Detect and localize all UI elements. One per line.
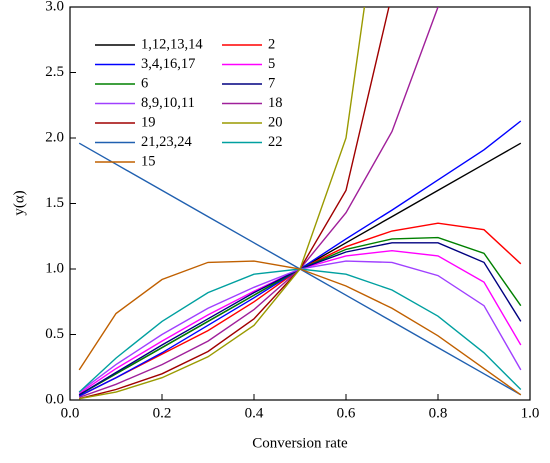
y-tick-label: 3.0: [45, 0, 64, 14]
legend-label: 5: [268, 56, 275, 72]
x-tick-label: 0.4: [245, 405, 264, 421]
legend-label: 1,12,13,14: [141, 36, 203, 52]
legend-label: 6: [141, 75, 148, 91]
lines: [78, 7, 522, 400]
y-tick-label: 1.0: [45, 260, 64, 276]
y-tick-label: 1.5: [45, 195, 64, 211]
y-tick-label: 2.0: [45, 129, 64, 145]
plot-frame: [69, 6, 531, 401]
x-tick-label: 0.0: [61, 405, 80, 421]
x-tick-label: 0.2: [153, 405, 172, 421]
y-axis-label: y(α): [11, 190, 27, 215]
legend-label: 21,23,24: [141, 134, 193, 150]
series-line: [78, 260, 522, 396]
y-tick-label: 0.0: [45, 391, 64, 407]
legend-label: 20: [268, 114, 283, 130]
y-tick-label: 0.5: [45, 326, 64, 342]
y-tick-label: 2.5: [45, 64, 64, 80]
x-tick-label: 0.8: [429, 405, 448, 421]
legend-label: 22: [268, 134, 283, 150]
series-line: [78, 268, 522, 393]
legend-label: 7: [268, 75, 275, 91]
legend-label: 3,4,16,17: [141, 56, 195, 72]
x-axis-label: Conversion rate: [252, 435, 348, 451]
legend-label: 18: [268, 95, 283, 111]
legend-label: 8,9,10,11: [141, 95, 195, 111]
x-tick-label: 0.6: [337, 405, 356, 421]
x-tick-label: 1.0: [521, 405, 540, 421]
legend-label: 15: [141, 153, 156, 169]
legend-label: 19: [141, 114, 156, 130]
legend-label: 2: [268, 36, 275, 52]
